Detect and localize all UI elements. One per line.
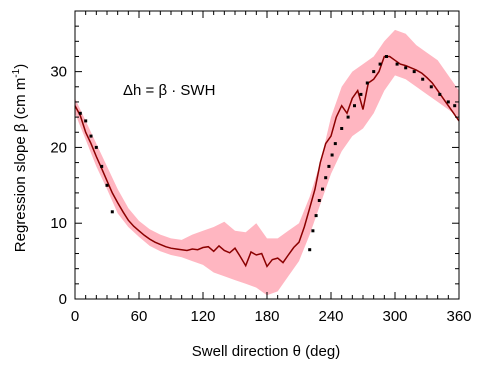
x-tick-label: 0 [71,308,79,325]
data-point [421,77,425,81]
data-point [446,100,450,104]
data-point [453,104,457,108]
data-point [311,229,315,233]
data-point [330,153,334,157]
data-point [365,81,369,85]
data-point [346,115,350,119]
regression-line [74,55,460,268]
x-tick-label: 300 [382,308,407,325]
y-axis-title-main: Regression slope β (cm m [12,78,29,253]
data-point [333,142,337,146]
x-tick-label: 360 [446,308,471,325]
data-point [378,62,382,66]
x-tick-label: 120 [190,308,215,325]
data-point [100,164,104,168]
data-point [317,199,321,202]
data-point [110,210,114,214]
confidence-band [75,29,459,296]
y-axis-title-close: ) [12,64,29,69]
data-point [438,92,442,96]
confidence-band-area [75,29,459,296]
x-axis-title: Swell direction θ (deg) [192,343,340,360]
y-tick-label: 0 [59,291,67,308]
data-point [404,66,408,70]
data-point [324,176,328,180]
data-point [84,119,88,123]
x-tick-label: 240 [318,308,343,325]
regression-line-path [74,55,460,268]
x-tick-label: 60 [131,308,148,325]
y-axis-title-sup: -1 [11,68,22,77]
y-tick-label: 10 [50,215,67,232]
y-tick-label: 30 [50,64,67,81]
data-points [78,55,457,252]
x-tick-label: 180 [254,308,279,325]
annotation-equation: Δh = β · SWH [123,82,215,99]
data-point [372,70,376,74]
data-point [314,214,318,218]
data-point [385,55,388,58]
data-point [89,134,93,138]
data-point [340,127,344,130]
data-point [359,92,363,96]
data-point [412,70,416,74]
data-point [321,187,324,191]
axes: 0 60 120 180 240 300 360 0 10 20 30 [50,10,472,325]
data-point [429,85,433,89]
data-point [395,62,399,66]
data-point [327,164,331,168]
data-point [308,248,312,252]
y-tick-label: 20 [50,139,67,156]
data-point [94,145,98,149]
data-point [78,111,82,115]
data-point [353,104,356,108]
data-point [105,183,109,187]
y-axis-title: Regression slope β (cm m-1) [11,64,29,252]
